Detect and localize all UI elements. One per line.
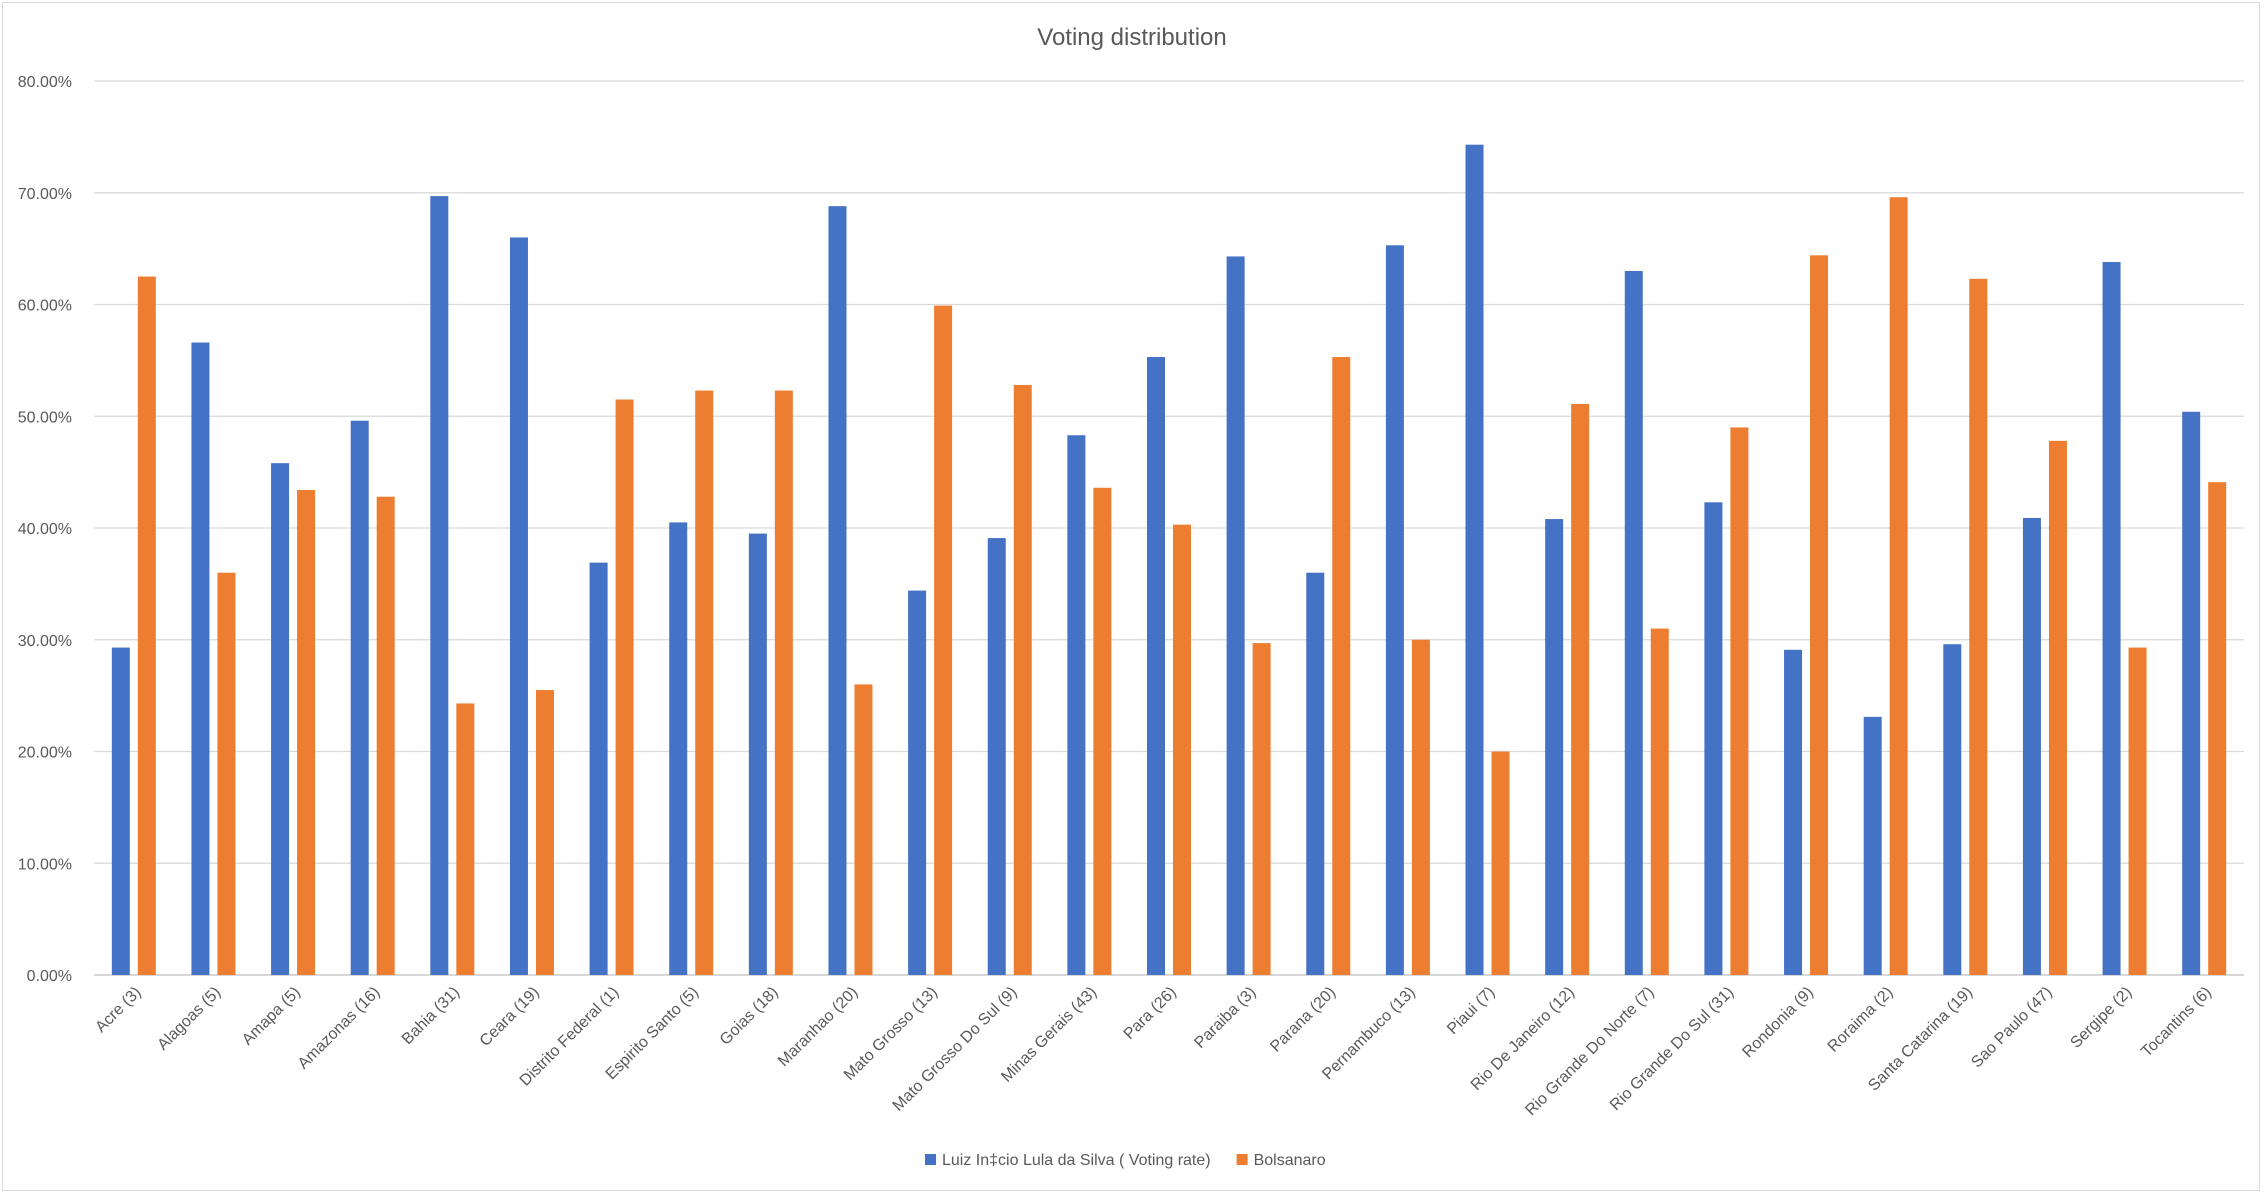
legend-label: Bolsanaro xyxy=(1254,1152,1326,1169)
x-tick-label: Parana (20) xyxy=(1267,984,1339,1056)
bar-bolsanaro xyxy=(456,703,475,975)
x-tick-label: Bahia (31) xyxy=(399,984,463,1048)
bar-lula xyxy=(669,522,688,975)
bar-bolsanaro xyxy=(1252,643,1271,975)
bar-lula xyxy=(509,237,528,975)
bar-bolsanaro xyxy=(854,684,873,975)
bar-bolsanaro xyxy=(774,390,793,975)
bar-lula xyxy=(191,342,210,975)
bars xyxy=(111,144,2227,976)
bar-bolsanaro xyxy=(1650,628,1669,975)
x-tick-label: Sergipe (2) xyxy=(2067,984,2135,1052)
y-tick-label: 40.00% xyxy=(18,521,72,538)
bar-bolsanaro xyxy=(1889,197,1908,976)
bar-bolsanaro xyxy=(1730,427,1749,975)
bar-lula xyxy=(2022,517,2041,975)
bar-bolsanaro xyxy=(2128,647,2147,975)
x-tick-label: Acre (3) xyxy=(92,984,144,1036)
bar-lula xyxy=(1226,256,1245,975)
bar-lula xyxy=(1465,144,1484,975)
bar-lula xyxy=(111,647,130,975)
bar-bolsanaro xyxy=(2048,440,2067,976)
bar-lula xyxy=(2102,262,2121,975)
y-tick-label: 20.00% xyxy=(18,745,72,762)
bar-bolsanaro xyxy=(2208,482,2227,975)
bar-lula xyxy=(748,533,767,975)
bar-lula xyxy=(1624,270,1643,976)
x-tick-label: Piaui (7) xyxy=(1444,984,1498,1038)
bar-bolsanaro xyxy=(934,305,953,975)
bar-bolsanaro xyxy=(1810,255,1829,975)
x-tick-label: Sao Paulo (47) xyxy=(1968,984,2055,1071)
bar-bolsanaro xyxy=(1969,278,1988,975)
bar-lula xyxy=(589,562,608,975)
x-tick-label: Amapa (5) xyxy=(239,984,304,1049)
bar-lula xyxy=(1784,649,1803,975)
y-tick-label: 0.00% xyxy=(27,968,72,985)
y-tick-label: 50.00% xyxy=(18,409,72,426)
bar-bolsanaro xyxy=(615,399,634,975)
x-axis-tick-labels: Acre (3) Alagoas (5) Amapa (5)Amazonas (16… xyxy=(92,984,2215,1119)
bar-lula xyxy=(1385,245,1404,975)
bar-bolsanaro xyxy=(1332,357,1351,976)
y-axis-tick-labels: 0.00% 10.00% 20.00% 30.00% 40.00% 50.00% 60.00… xyxy=(18,74,72,985)
bar-bolsanaro xyxy=(1093,487,1112,975)
x-tick-label: Goias (18) xyxy=(717,984,782,1049)
bar-lula xyxy=(430,196,449,976)
chart-title: Voting distribution xyxy=(1037,24,1226,51)
bar-bolsanaro xyxy=(535,690,554,975)
bar-lula xyxy=(271,463,290,975)
x-tick-label: Maranhao (20) xyxy=(775,984,861,1070)
x-tick-label: Paraiba (3) xyxy=(1191,984,1259,1052)
bar-lula xyxy=(1545,519,1564,975)
bar-lula xyxy=(908,590,927,975)
x-tick-label: Rio Grande Do Norte (7) xyxy=(1522,984,1657,1119)
x-tick-label: Rondonia (9) xyxy=(1739,984,1816,1061)
bar-lula xyxy=(1306,572,1325,975)
bar-lula xyxy=(1704,502,1723,975)
bar-bolsanaro xyxy=(1571,403,1590,975)
legend: Luiz In‡cio Lula da Silva ( Voting rate)… xyxy=(925,1152,1326,1169)
bar-bolsanaro xyxy=(297,490,316,975)
y-tick-label: 80.00% xyxy=(18,74,72,91)
legend-label: Luiz In‡cio Lula da Silva ( Voting rate) xyxy=(942,1152,1211,1169)
legend-swatch xyxy=(1236,1154,1248,1165)
legend-swatch xyxy=(925,1154,936,1165)
x-tick-label: Alagoas (5) xyxy=(154,984,224,1054)
bar-lula xyxy=(828,206,847,975)
gridlines xyxy=(94,80,2244,976)
y-tick-label: 10.00% xyxy=(18,856,72,873)
bar-bolsanaro xyxy=(217,572,236,975)
bar-lula xyxy=(1147,357,1165,976)
bar-bolsanaro xyxy=(1491,751,1510,975)
bar-lula xyxy=(1943,644,1962,975)
bar-lula xyxy=(350,420,369,976)
bar-lula xyxy=(2182,411,2201,975)
x-tick-label: Ceara (19) xyxy=(477,984,543,1050)
bar-bolsanaro xyxy=(695,390,714,975)
bar-lula xyxy=(1863,716,1882,975)
y-tick-label: 30.00% xyxy=(18,633,72,650)
bar-bolsanaro xyxy=(1411,639,1430,975)
bar-bolsanaro xyxy=(376,496,395,975)
bar-bolsanaro xyxy=(137,276,156,975)
bar-bolsanaro xyxy=(1013,384,1032,976)
bar-bolsanaro xyxy=(1173,524,1191,975)
x-tick-label: Tocantins (6) xyxy=(2138,984,2215,1061)
x-tick-label: Roraima (2) xyxy=(1825,984,1897,1056)
x-tick-label: Amazonas (16) xyxy=(295,984,384,1073)
bar-lula xyxy=(1067,435,1086,975)
y-tick-label: 70.00% xyxy=(18,186,72,203)
y-tick-label: 60.00% xyxy=(18,298,72,315)
x-tick-label: Para (26) xyxy=(1121,984,1180,1043)
bar-lula xyxy=(987,538,1006,975)
